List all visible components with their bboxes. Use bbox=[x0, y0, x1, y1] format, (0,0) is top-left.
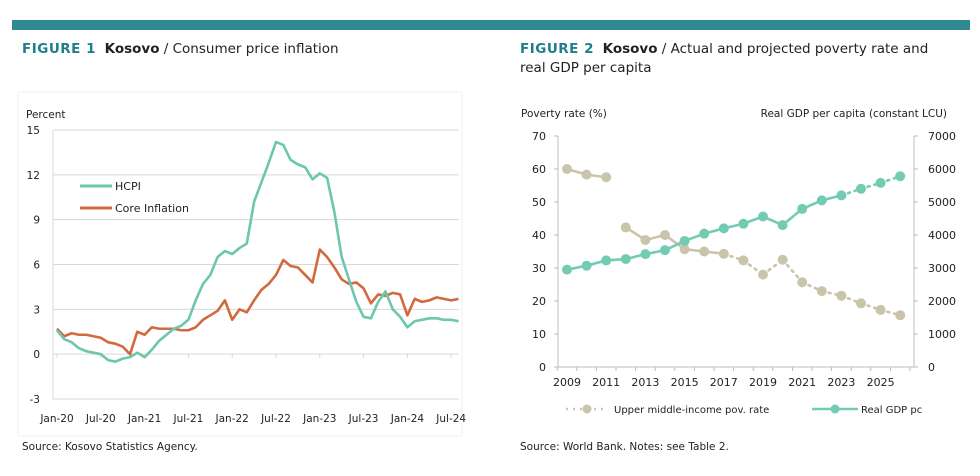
chart1-y-label: Percent bbox=[26, 109, 66, 121]
x-tick-label: Jul-22 bbox=[260, 413, 291, 425]
y-tick-label: -3 bbox=[30, 394, 40, 406]
y-tick-label: 15 bbox=[27, 125, 40, 137]
figure2-source: Source: World Bank. Notes: see Table 2. bbox=[520, 441, 729, 453]
x-tick-label: Jan-23 bbox=[302, 413, 336, 425]
hcpi-line bbox=[55, 140, 459, 363]
figure2-label: FIGURE 2 bbox=[520, 41, 594, 57]
core-inflation-line bbox=[56, 248, 459, 356]
y-tick-label: 12 bbox=[27, 170, 40, 182]
y-tick-label: 0 bbox=[33, 349, 40, 361]
figure1-label: FIGURE 1 bbox=[22, 41, 96, 57]
figure2-title: FIGURE 2 Kosovo / Actual and projected p… bbox=[520, 40, 928, 78]
legend-core-label: Core Inflation bbox=[115, 202, 189, 215]
x-tick-label: Jul-21 bbox=[172, 413, 203, 425]
x-tick-label: Jan-24 bbox=[390, 413, 425, 425]
x-tick-label: Jul-20 bbox=[85, 413, 116, 425]
chart1-frame bbox=[17, 91, 463, 437]
figure2-title-text: / Actual and projected poverty rate and bbox=[657, 41, 929, 57]
x-tick-label: Jan-22 bbox=[215, 413, 249, 425]
x-tick-label: Jul-23 bbox=[348, 413, 379, 425]
header-accent-bar bbox=[12, 20, 970, 30]
figure2-country: Kosovo bbox=[602, 41, 658, 57]
y-tick-label: 9 bbox=[33, 215, 40, 227]
legend-hcpi-label: HCPI bbox=[115, 180, 141, 193]
figure1-title-text: / Consumer price inflation bbox=[159, 41, 339, 57]
figure1-source: Source: Kosovo Statistics Agency. bbox=[22, 441, 198, 453]
x-tick-label: Jul-24 bbox=[435, 413, 466, 425]
figure2-title-line2: real GDP per capita bbox=[520, 60, 652, 76]
x-tick-label: Jan-21 bbox=[127, 413, 161, 425]
y-tick-label: 3 bbox=[33, 304, 40, 316]
x-tick-label: Jan-20 bbox=[39, 413, 73, 425]
figure1-country: Kosovo bbox=[104, 41, 160, 57]
figure1-title: FIGURE 1 Kosovo / Consumer price inflati… bbox=[22, 40, 339, 59]
y-tick-label: 6 bbox=[33, 260, 40, 272]
